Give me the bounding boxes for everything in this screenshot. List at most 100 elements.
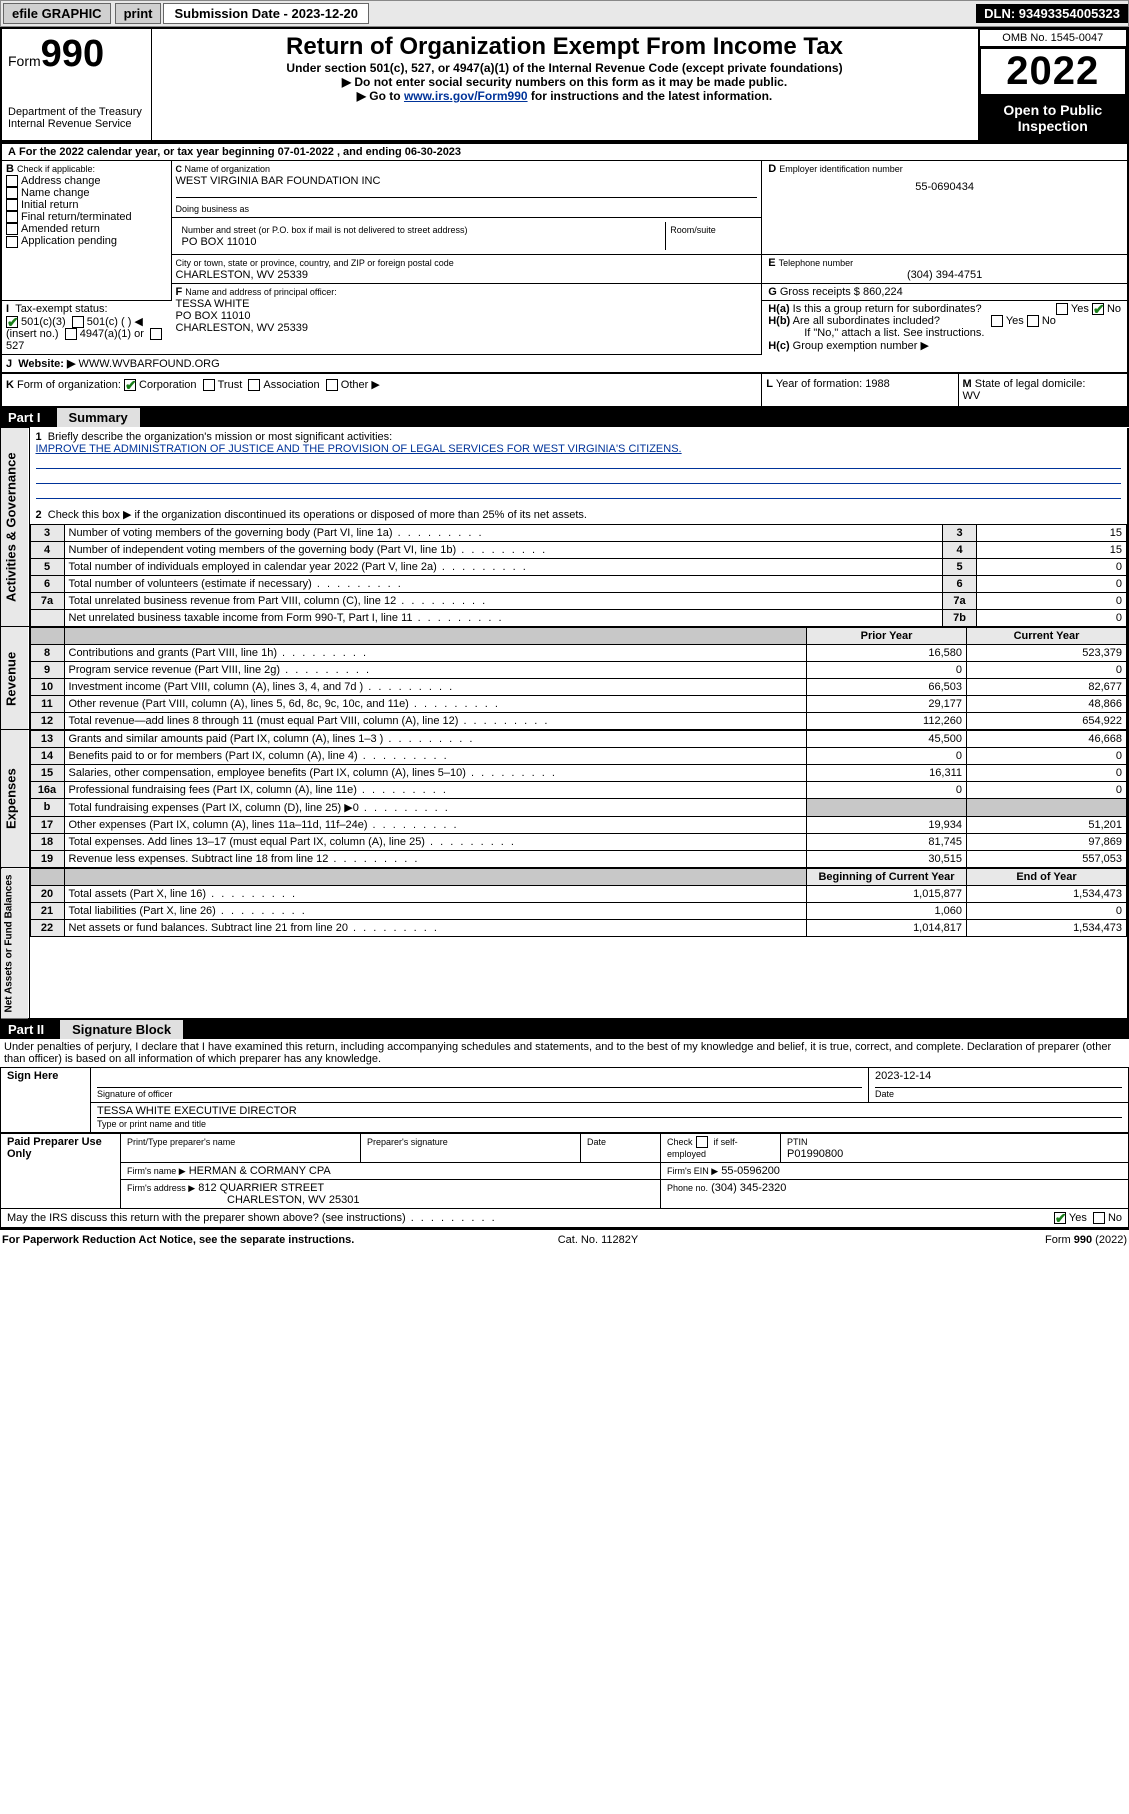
domicile-label: State of legal domicile:	[975, 378, 1086, 390]
ein-label: Employer identification number	[779, 164, 903, 174]
form-label: Form	[8, 53, 41, 69]
part1-body: Activities & Governance 1 Briefly descri…	[0, 427, 1129, 1020]
officer-name: TESSA WHITE	[176, 298, 250, 310]
gross-label: Gross receipts $	[780, 286, 860, 298]
chk-501c[interactable]	[72, 316, 84, 328]
hc-label: Group exemption number ▶	[793, 340, 929, 352]
chk-4947[interactable]	[65, 328, 77, 340]
ptin: P01990800	[787, 1148, 843, 1160]
part1-bar: Part ISummary	[0, 408, 1129, 427]
print-btn[interactable]: print	[115, 3, 162, 24]
efile-btn[interactable]: efile GRAPHIC	[3, 3, 111, 24]
firm-name: HERMAN & CORMANY CPA	[189, 1165, 331, 1177]
goto-link[interactable]: www.irs.gov/Form990	[404, 89, 528, 103]
open-public: Open to Public Inspection	[979, 96, 1128, 140]
phone-label: Telephone number	[779, 258, 854, 268]
discuss-row: May the IRS discuss this return with the…	[0, 1209, 1129, 1228]
city-label: City or town, state or province, country…	[176, 258, 454, 268]
vert-expenses: Expenses	[1, 730, 29, 868]
footer: For Paperwork Reduction Act Notice, see …	[0, 1228, 1129, 1250]
ha-no[interactable]	[1092, 303, 1104, 315]
form-title: Return of Organization Exempt From Incom…	[158, 33, 972, 61]
penalties: Under penalties of perjury, I declare th…	[0, 1039, 1129, 1067]
submission-date: Submission Date - 2023-12-20	[163, 3, 369, 24]
form-subtitle: Under section 501(c), 527, or 4947(a)(1)…	[158, 61, 972, 75]
box-b-item: Application pending	[21, 235, 117, 247]
website-label: Website: ▶	[18, 358, 75, 370]
hb-yes[interactable]	[991, 315, 1003, 327]
street-label: Number and street (or P.O. box if mail i…	[182, 225, 468, 235]
box-b-chk[interactable]	[6, 223, 18, 235]
revenue-table: Prior YearCurrent Year8Contributions and…	[30, 627, 1128, 730]
domicile: WV	[963, 390, 981, 402]
hb-label: Are all subordinates included?	[793, 315, 940, 327]
sig-officer-label: Signature of officer	[97, 1089, 172, 1099]
gross-receipts: 860,224	[863, 286, 903, 298]
name-title-label: Type or print name and title	[97, 1119, 206, 1129]
box-b-chk[interactable]	[6, 175, 18, 187]
box-b-label: Check if applicable:	[17, 164, 95, 174]
box-b-item: Initial return	[21, 199, 78, 211]
firm-addr2: CHARLESTON, WV 25301	[127, 1194, 359, 1206]
box-b-item: Final return/terminated	[21, 211, 132, 223]
hb-note: If "No," attach a list. See instructions…	[768, 327, 984, 339]
sign-here-block: Sign Here Signature of officer 2023-12-1…	[0, 1067, 1129, 1133]
form-header: Form990 Department of the Treasury Inter…	[0, 27, 1129, 142]
tax-year: 2022	[979, 47, 1128, 96]
chk-self-emp[interactable]	[696, 1136, 708, 1148]
hb-no[interactable]	[1027, 315, 1039, 327]
chk-other[interactable]	[326, 379, 338, 391]
box-b-chk[interactable]	[6, 199, 18, 211]
sig-date-label: Date	[875, 1089, 894, 1099]
tax-exempt-label: Tax-exempt status:	[15, 303, 107, 315]
box-b-chk[interactable]	[6, 236, 18, 248]
chk-527[interactable]	[150, 328, 162, 340]
part2-bar: Part IISignature Block	[0, 1020, 1129, 1039]
paperwork-notice: For Paperwork Reduction Act Notice, see …	[2, 1234, 354, 1246]
box-b-item: Name change	[21, 187, 90, 199]
ha-yes[interactable]	[1056, 303, 1068, 315]
form-number: Form990	[8, 33, 145, 76]
line2: Check this box ▶ if the organization dis…	[48, 509, 587, 521]
street: PO BOX 11010	[182, 236, 257, 248]
sign-here: Sign Here	[1, 1068, 91, 1133]
officer-label: Name and address of principal officer:	[185, 287, 336, 297]
chk-501c3[interactable]	[6, 316, 18, 328]
cat-no: Cat. No. 11282Y	[558, 1234, 639, 1246]
year-form-label: Year of formation:	[776, 378, 862, 390]
box-b-item: Amended return	[21, 223, 100, 235]
firm-phone: (304) 345-2320	[711, 1182, 786, 1194]
form-org-label: Form of organization:	[17, 379, 121, 391]
vert-governance: Activities & Governance	[1, 428, 29, 627]
ein: 55-0690434	[768, 175, 1121, 199]
officer-street: PO BOX 11010	[176, 310, 251, 322]
mission-label: Briefly describe the organization's miss…	[48, 431, 392, 443]
firm-ein: 55-0596200	[721, 1165, 780, 1177]
vert-revenue: Revenue	[1, 627, 29, 730]
website: WWW.WVBARFOUND.ORG	[78, 358, 219, 370]
chk-corp[interactable]	[124, 379, 136, 391]
form-foot: Form 990 (2022)	[1045, 1234, 1127, 1246]
chk-trust[interactable]	[203, 379, 215, 391]
discuss-no[interactable]	[1093, 1212, 1105, 1224]
phone: (304) 394-4751	[768, 269, 1121, 281]
city: CHARLESTON, WV 25339	[176, 269, 308, 281]
dba-label: Doing business as	[176, 204, 250, 214]
period-a: For the 2022 calendar year, or tax year …	[19, 146, 461, 158]
officer-city: CHARLESTON, WV 25339	[176, 322, 308, 334]
paid-preparer: Paid Preparer Use Only	[1, 1134, 121, 1209]
ha-label: Is this a group return for subordinates?	[793, 303, 982, 315]
vert-balances: Net Assets or Fund Balances	[1, 868, 29, 1020]
mission: IMPROVE THE ADMINISTRATION OF JUSTICE AN…	[36, 443, 682, 455]
sig-date: 2023-12-14	[875, 1070, 1122, 1088]
ssn-warning: Do not enter social security numbers on …	[158, 75, 972, 89]
discuss-yes[interactable]	[1054, 1212, 1066, 1224]
dept-treasury: Department of the Treasury	[8, 106, 145, 118]
box-b-item: Address change	[21, 175, 101, 187]
firm-addr1: 812 QUARRIER STREET	[198, 1182, 324, 1194]
box-b-chk[interactable]	[6, 187, 18, 199]
chk-assoc[interactable]	[248, 379, 260, 391]
goto-line: Go to www.irs.gov/Form990 for instructio…	[158, 89, 972, 103]
box-b-chk[interactable]	[6, 211, 18, 223]
omb-number: OMB No. 1545-0047	[979, 29, 1128, 47]
